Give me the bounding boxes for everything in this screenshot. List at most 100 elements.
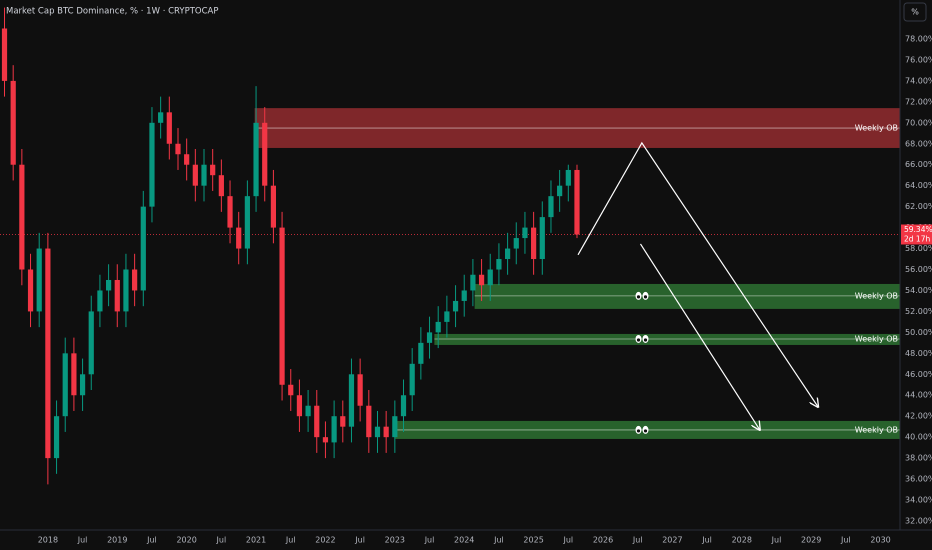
candle-body: [470, 274, 476, 291]
candle-body: [253, 122, 259, 197]
eyes-icon: [635, 334, 649, 343]
candle-body: [270, 185, 277, 228]
candle-body: [236, 227, 242, 249]
candle-body: [36, 248, 42, 312]
pupil: [636, 295, 641, 299]
x-tick-label: Jul: [354, 536, 365, 545]
zone-label: Weekly OB: [855, 425, 898, 434]
pupil: [643, 338, 648, 342]
candle-body: [435, 321, 441, 333]
candle-body: [262, 122, 268, 186]
order-block-zone: [434, 333, 900, 345]
candle-body: [166, 112, 172, 144]
candle-body: [557, 185, 563, 197]
x-tick-label: 2022: [315, 536, 335, 545]
candle-body: [218, 175, 224, 197]
candle-body: [383, 426, 389, 438]
last-price-label: 59.34%: [904, 225, 932, 234]
candle-body: [123, 269, 129, 312]
candle-body: [53, 416, 60, 459]
candle-body: [461, 290, 467, 301]
candle-body: [366, 405, 372, 438]
candle-body: [452, 300, 459, 312]
candle-body: [79, 374, 86, 396]
candle-body: [565, 169, 571, 186]
candle-body: [548, 196, 554, 218]
candle-body: [62, 353, 68, 417]
candle-body: [392, 416, 398, 438]
y-tick-label: 42.00%: [905, 412, 932, 421]
x-tick-label: Jul: [771, 536, 782, 545]
pupil: [643, 295, 648, 299]
x-tick-label: Jul: [216, 536, 227, 545]
zone-label: Weekly OB: [855, 124, 898, 133]
candle-body: [513, 238, 519, 249]
y-tick-label: 62.00%: [905, 202, 932, 211]
candle-body: [244, 196, 250, 249]
candle-body: [305, 405, 311, 417]
x-tick-label: Jul: [840, 536, 851, 545]
candle-body: [322, 437, 329, 443]
candle-body: [192, 164, 198, 186]
chart-title: Market Cap BTC Dominance, % · 1W · CRYPT…: [6, 7, 218, 17]
x-tick-label: 2026: [593, 536, 613, 545]
candle-body: [201, 164, 207, 186]
candle-body: [504, 248, 511, 260]
candle-body: [418, 342, 424, 364]
x-tick-label: Jul: [146, 536, 157, 545]
candle-body: [574, 169, 580, 235]
candle-body: [522, 227, 528, 239]
scale-button-label[interactable]: %: [911, 8, 919, 17]
candle-body: [374, 426, 381, 438]
zone-label: Weekly OB: [855, 291, 898, 300]
candle-body: [175, 143, 181, 155]
last-price-badge: [901, 224, 932, 245]
y-tick-label: 48.00%: [905, 349, 932, 358]
candle-body: [1, 28, 8, 81]
x-tick-label: 2029: [801, 536, 821, 545]
candle-body: [97, 290, 103, 312]
y-tick-label: 46.00%: [905, 370, 932, 379]
candle-body: [105, 279, 112, 291]
projection-arrow: [639, 243, 759, 430]
candle-body: [149, 122, 155, 207]
x-tick-label: Jul: [493, 536, 504, 545]
x-tick-label: 2018: [38, 536, 58, 545]
pupil: [636, 338, 641, 342]
candle-body: [400, 395, 407, 417]
y-tick-label: 74.00%: [905, 76, 932, 85]
y-tick-label: 70.00%: [905, 118, 932, 127]
y-tick-label: 66.00%: [905, 160, 932, 169]
plot-area: Weekly OB Weekly OB Weekly OB Weekly OB: [0, 7, 900, 485]
x-tick-label: Jul: [285, 536, 296, 545]
candle-body: [426, 332, 433, 343]
x-tick-label: 2024: [454, 536, 474, 545]
zone-label: Weekly OB: [855, 334, 898, 343]
candle-body: [45, 248, 51, 459]
y-tick-label: 72.00%: [905, 97, 932, 106]
candle-body: [279, 227, 285, 385]
x-tick-label: 2023: [385, 536, 405, 545]
candle-body: [539, 217, 545, 260]
candle-body: [444, 311, 450, 322]
x-tick-label: Jul: [424, 536, 435, 545]
y-tick-label: 78.00%: [905, 34, 932, 43]
x-tick-label: 2025: [523, 536, 543, 545]
y-tick-label: 38.00%: [905, 454, 932, 463]
y-tick-label: 56.00%: [905, 265, 932, 274]
candle-body: [331, 416, 337, 443]
y-tick-label: 76.00%: [905, 55, 932, 64]
candle-body: [227, 196, 233, 228]
candle-body: [132, 269, 138, 291]
candle-body: [88, 311, 94, 375]
scale-button[interactable]: [903, 2, 927, 22]
x-tick-label: 2030: [870, 536, 890, 545]
candle-body: [478, 274, 485, 286]
candle-body: [19, 164, 25, 270]
x-tick-label: 2019: [107, 536, 127, 545]
y-tick-label: 64.00%: [905, 181, 932, 190]
pupil: [643, 429, 648, 433]
pupil: [636, 429, 641, 433]
candle-body: [10, 80, 16, 165]
